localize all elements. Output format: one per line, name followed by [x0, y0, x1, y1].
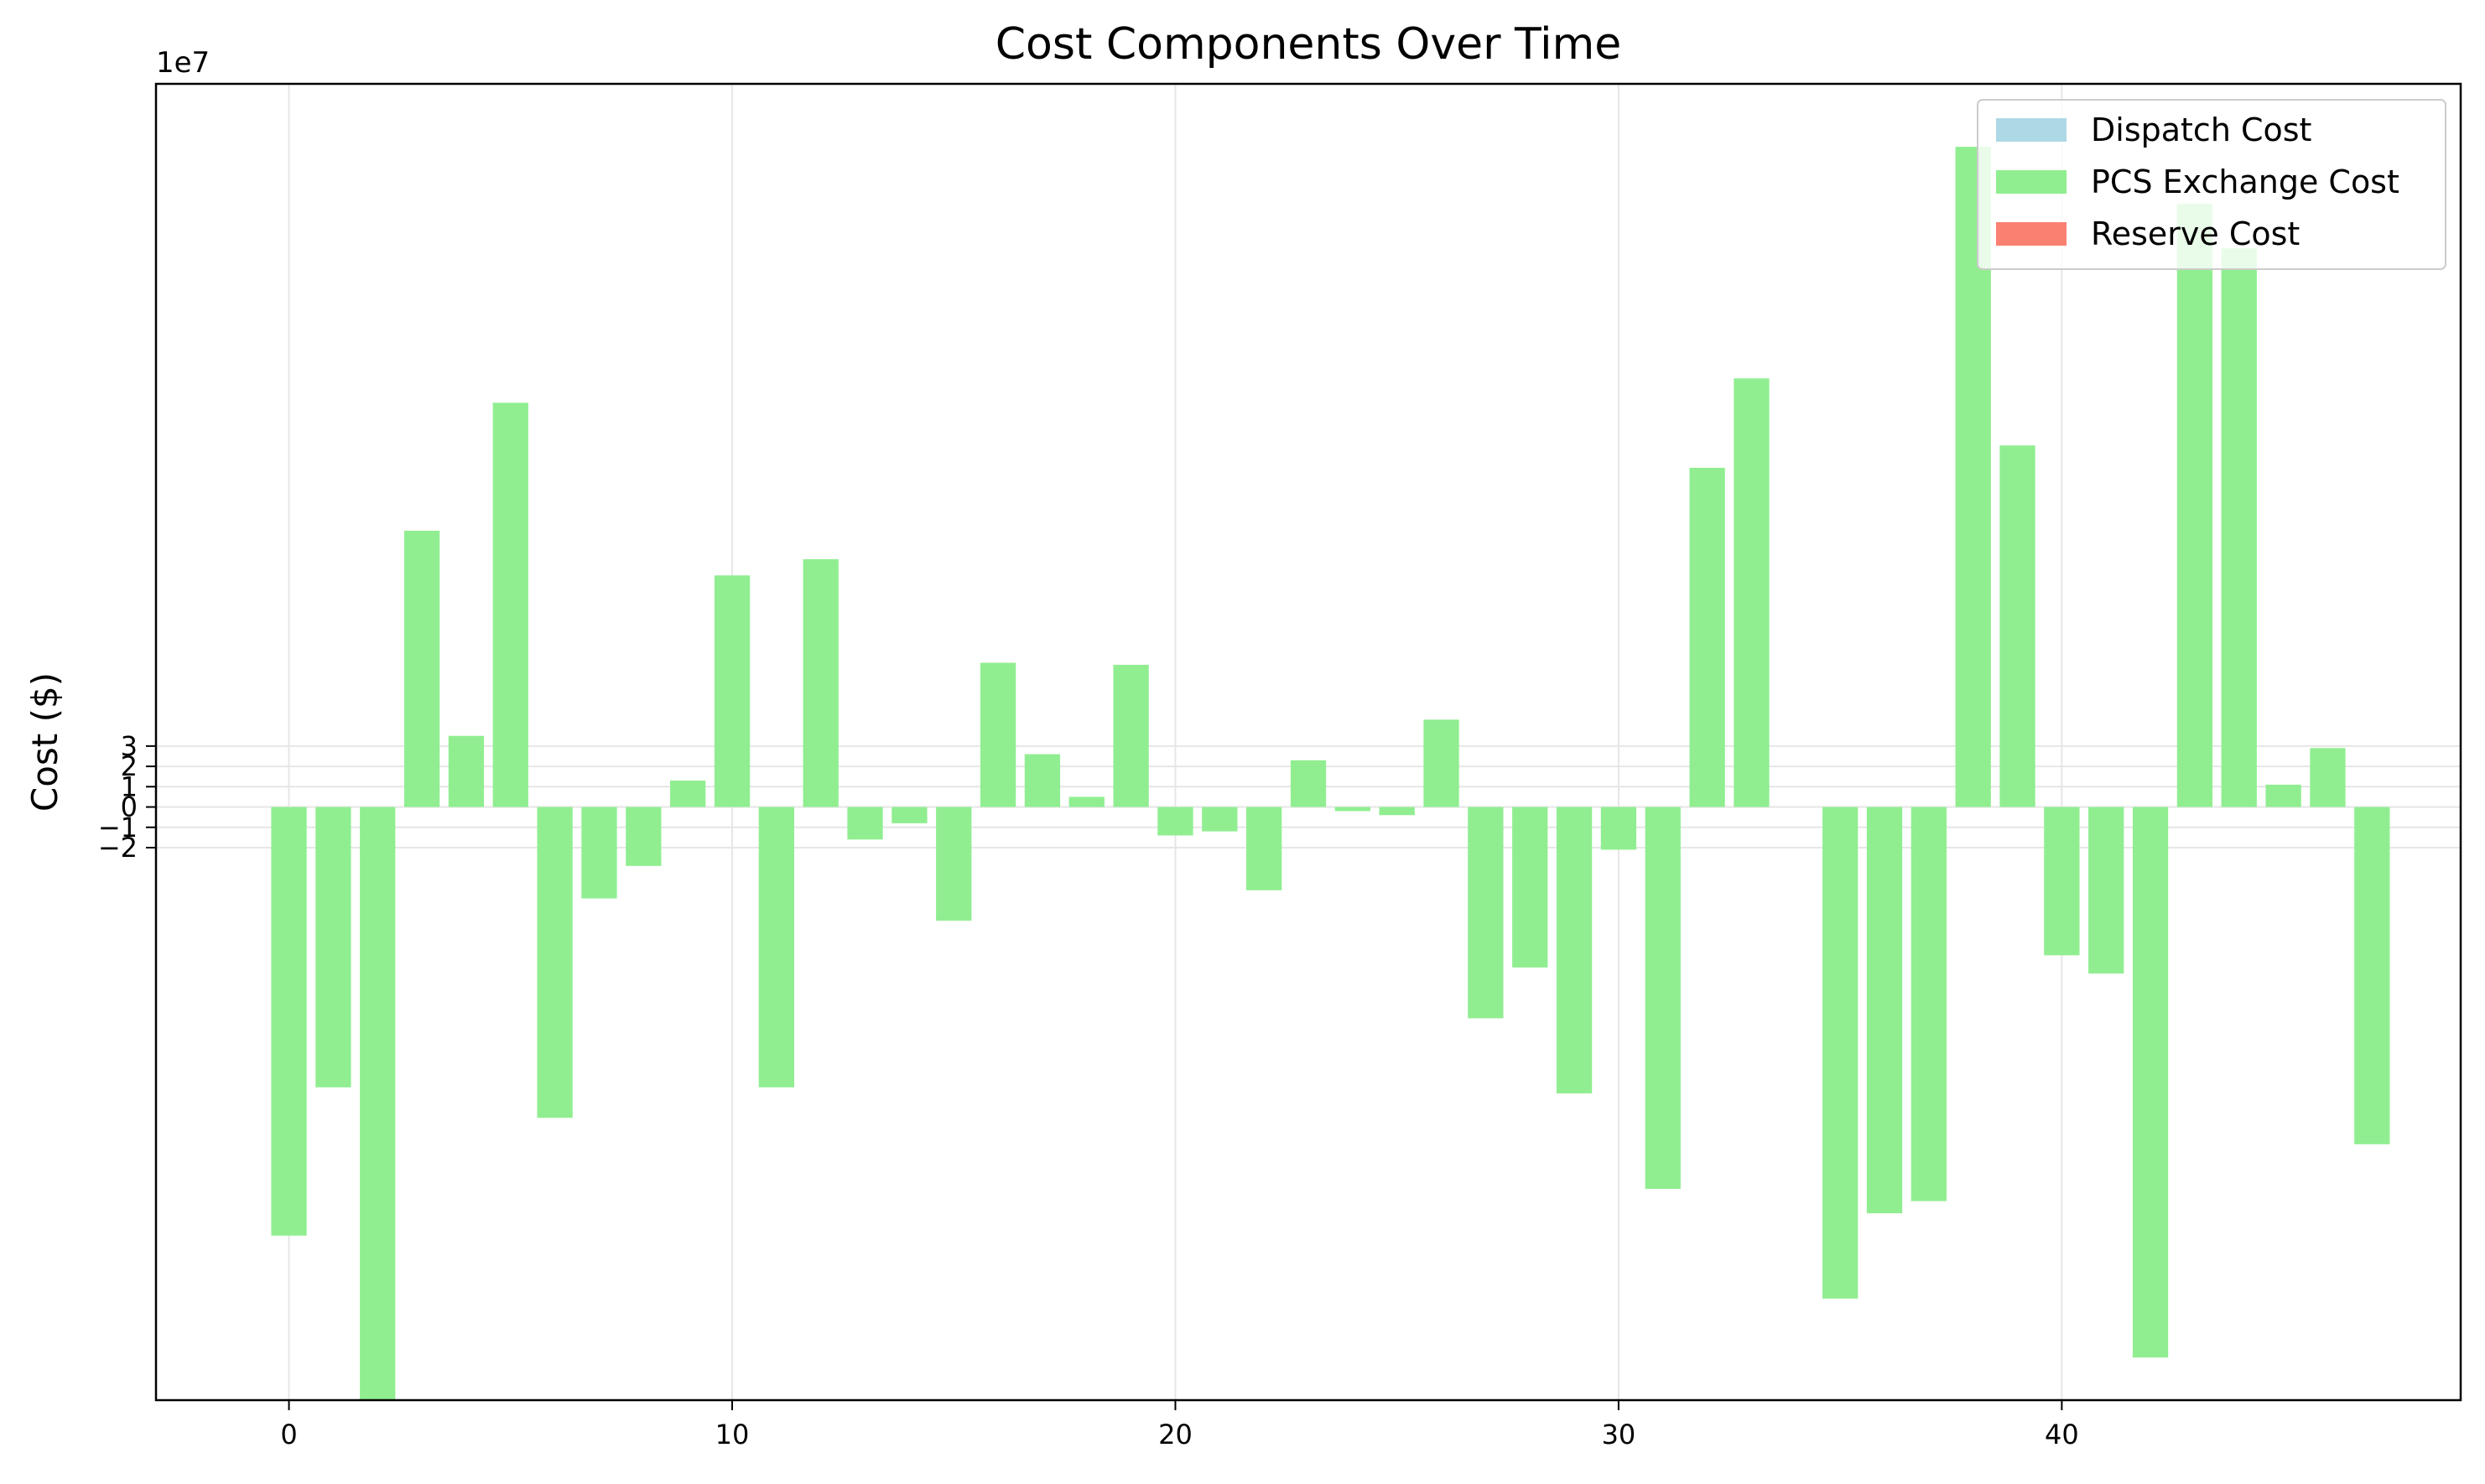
pcs-exchange-cost-bar	[1866, 807, 1903, 1214]
pcs-exchange-cost-bar	[1334, 807, 1370, 812]
pcs-exchange-cost-bar	[2088, 807, 2124, 974]
pcs-exchange-cost-bar	[2176, 203, 2213, 807]
x-tick-label: 0	[280, 1419, 297, 1450]
y-tick-label: 3	[121, 730, 138, 762]
legend: Dispatch Cost PCS Exchange Cost Reserve Co…	[1977, 99, 2446, 270]
x-tick-label: 40	[2045, 1419, 2079, 1450]
pcs-exchange-cost-bar	[892, 807, 928, 823]
pcs-exchange-cost-bar	[2132, 807, 2169, 1358]
pcs-exchange-cost-bar	[803, 558, 839, 807]
y-tick-label: 0	[121, 791, 138, 823]
y-tick-label: 2	[121, 750, 138, 782]
pcs-exchange-cost-bar	[2044, 807, 2080, 956]
pcs-exchange-cost-bar	[271, 807, 307, 1236]
pcs-exchange-cost-bar	[492, 402, 528, 807]
pcs-exchange-cost-bar	[1999, 445, 2035, 807]
pcs-exchange-cost-bar	[1379, 807, 1415, 816]
y-tick-label: −2	[98, 832, 138, 864]
pcs-exchange-cost-bar	[2221, 248, 2257, 807]
pcs-exchange-cost-bar	[1202, 807, 1238, 832]
legend-swatch	[1996, 222, 2067, 246]
pcs-exchange-cost-bar	[980, 662, 1016, 807]
legend-swatch	[1996, 118, 2067, 142]
y-tick-label: −1	[98, 812, 138, 843]
y-axis-label: Cost ($)	[24, 672, 65, 812]
legend-swatch	[1996, 170, 2067, 194]
pcs-exchange-cost-bar	[2354, 807, 2390, 1144]
pcs-exchange-cost-bar	[581, 807, 617, 899]
x-tick-label: 30	[1602, 1419, 1636, 1450]
pcs-exchange-cost-bar	[1645, 807, 1681, 1190]
pcs-exchange-cost-bar	[360, 807, 396, 1400]
pcs-exchange-cost-bar	[2265, 784, 2301, 807]
pcs-exchange-cost-bar	[1468, 807, 1504, 1019]
pcs-exchange-cost-bar	[1024, 754, 1061, 807]
plot-frame	[154, 82, 2462, 1402]
pcs-exchange-cost-bar	[758, 807, 794, 1087]
legend-label: Dispatch Cost	[2091, 112, 2311, 148]
pcs-exchange-cost-bar	[1068, 796, 1105, 807]
legend-box	[1977, 99, 2446, 270]
pcs-exchange-cost-bar	[1822, 807, 1859, 1299]
legend-label: Reserve Cost	[2091, 215, 2300, 252]
pcs-exchange-cost-bar	[1157, 807, 1193, 836]
pcs-exchange-cost-bar	[1556, 807, 1593, 1094]
pcs-exchange-cost-bar	[670, 781, 706, 807]
y-tick-label: 1	[121, 771, 138, 802]
pcs-exchange-cost-bar	[1734, 378, 1770, 807]
pcs-exchange-cost-bar	[1246, 807, 1282, 890]
x-axis: 0 10 20 30 40	[280, 1400, 2079, 1450]
pcs-exchange-cost-bar	[1512, 807, 1548, 968]
pcs-exchange-cost-bar	[1600, 807, 1637, 850]
x-tick-label: 10	[715, 1419, 750, 1450]
pcs-exchange-cost-bar	[626, 807, 662, 866]
y-offset-label: 1e7	[156, 46, 210, 80]
pcs-exchange-cost-bar	[537, 807, 573, 1118]
legend-entries: Dispatch Cost PCS Exchange Cost Reserve Co…	[1996, 112, 2399, 252]
pcs-exchange-cost-bar	[403, 531, 440, 807]
x-tick-label: 20	[1158, 1419, 1193, 1450]
pcs-exchange-cost-bar	[1911, 807, 1947, 1201]
chart-title: Cost Components Over Time	[996, 19, 1622, 70]
legend-label: PCS Exchange Cost	[2091, 163, 2399, 200]
pcs-exchange-cost-bar	[847, 807, 883, 840]
pcs-exchange-cost-bar	[1113, 664, 1149, 807]
pcs-exchange-cost-bar	[1423, 719, 1459, 807]
pcs-exchange-cost-bar	[448, 735, 485, 807]
pcs-exchange-cost-bar	[1290, 760, 1327, 807]
pcs-exchange-cost-bar	[936, 807, 972, 921]
pcs-exchange-cost-bar	[2310, 748, 2346, 807]
pcs-exchange-cost-bar	[1689, 467, 1725, 807]
pcs-exchange-cost-bar	[714, 575, 751, 807]
pcs-exchange-cost-bar	[315, 807, 351, 1087]
